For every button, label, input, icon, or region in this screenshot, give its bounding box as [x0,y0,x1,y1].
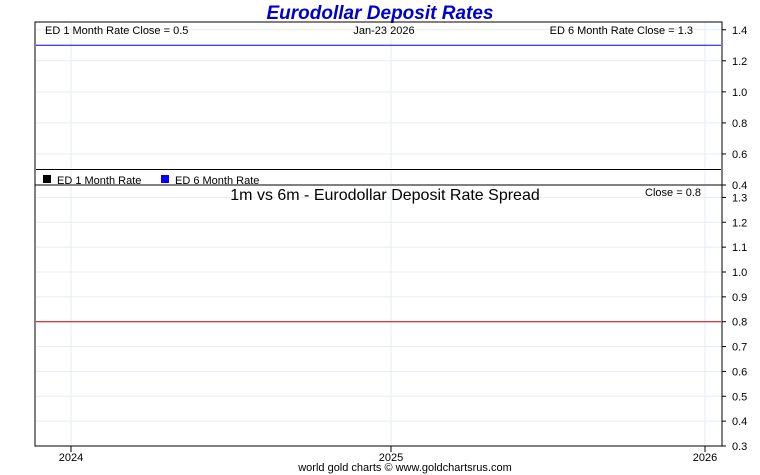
bottom-y-tick-label: 0.3 [732,441,747,453]
x-tick-label: 2024 [59,452,83,464]
top-plot-frame [34,21,723,186]
bottom-y-tick-label: 0.6 [732,366,747,378]
bottom-y-tick-label: 1.3 [732,192,747,204]
legend: ED 1 Month Rate ED 6 Month Rate [43,175,259,187]
top-grid [36,23,721,184]
top-y-tick-label: 0.8 [732,118,747,130]
spread-close-readout: Close = 0.8 [645,187,701,199]
bottom-y-tick-label: 0.9 [732,292,747,304]
top-y-tick-label: 1.0 [732,87,747,99]
x-axis: 2024 2025 2026 [59,446,717,464]
header-left-readout: ED 1 Month Rate Close = 0.5 [45,25,188,37]
x-tick-label: 2026 [693,452,717,464]
top-y-tick-label: 1.2 [732,56,747,68]
bottom-grid [36,186,721,445]
bottom-y-tick-label: 1.1 [732,242,747,254]
header-center-date: Jan-23 2026 [353,25,414,37]
chart-title: Eurodollar Deposit Rates [266,3,494,24]
bottom-plot-frame [34,184,723,447]
legend-label-6m: ED 6 Month Rate [175,175,259,187]
bottom-y-tick-label: 0.8 [732,317,747,329]
x-tick-label: 2025 [379,452,403,464]
top-y-axis: 1.4 1.2 1.0 0.8 0.6 0.4 [722,25,747,192]
bottom-y-tick-label: 0.4 [732,416,747,428]
footer-credit: world gold charts © www.goldchartsrus.co… [298,462,512,474]
bottom-y-axis: 1.3 1.2 1.1 1.0 0.9 0.8 0.7 0.6 0.5 0.4 0.3 [722,192,747,453]
legend-swatch-6m [161,175,169,183]
top-y-tick-label: 0.6 [732,149,747,161]
bottom-y-tick-label: 1.2 [732,217,747,229]
top-y-tick-label: 0.4 [732,180,747,192]
bottom-spread-panel: 1.3 1.2 1.1 1.0 0.9 0.8 0.7 0.6 0.5 0.4 0.3 1m vs … [34,184,747,453]
legend-label-1m: ED 1 Month Rate [57,175,141,187]
bottom-y-tick-label: 0.7 [732,342,747,354]
bottom-y-tick-label: 0.5 [732,391,747,403]
legend-swatch-1m [43,175,51,183]
top-y-tick-label: 1.4 [732,25,747,37]
top-series-lines [36,44,721,170]
bottom-y-tick-label: 1.0 [732,267,747,279]
top-rates-panel: 1.4 1.2 1.0 0.8 0.6 0.4 ED 1 Month Rate Close… [34,21,747,192]
spread-panel-title: 1m vs 6m - Eurodollar Deposit Rate Sprea… [230,187,539,204]
header-right-readout: ED 6 Month Rate Close = 1.3 [550,25,693,37]
